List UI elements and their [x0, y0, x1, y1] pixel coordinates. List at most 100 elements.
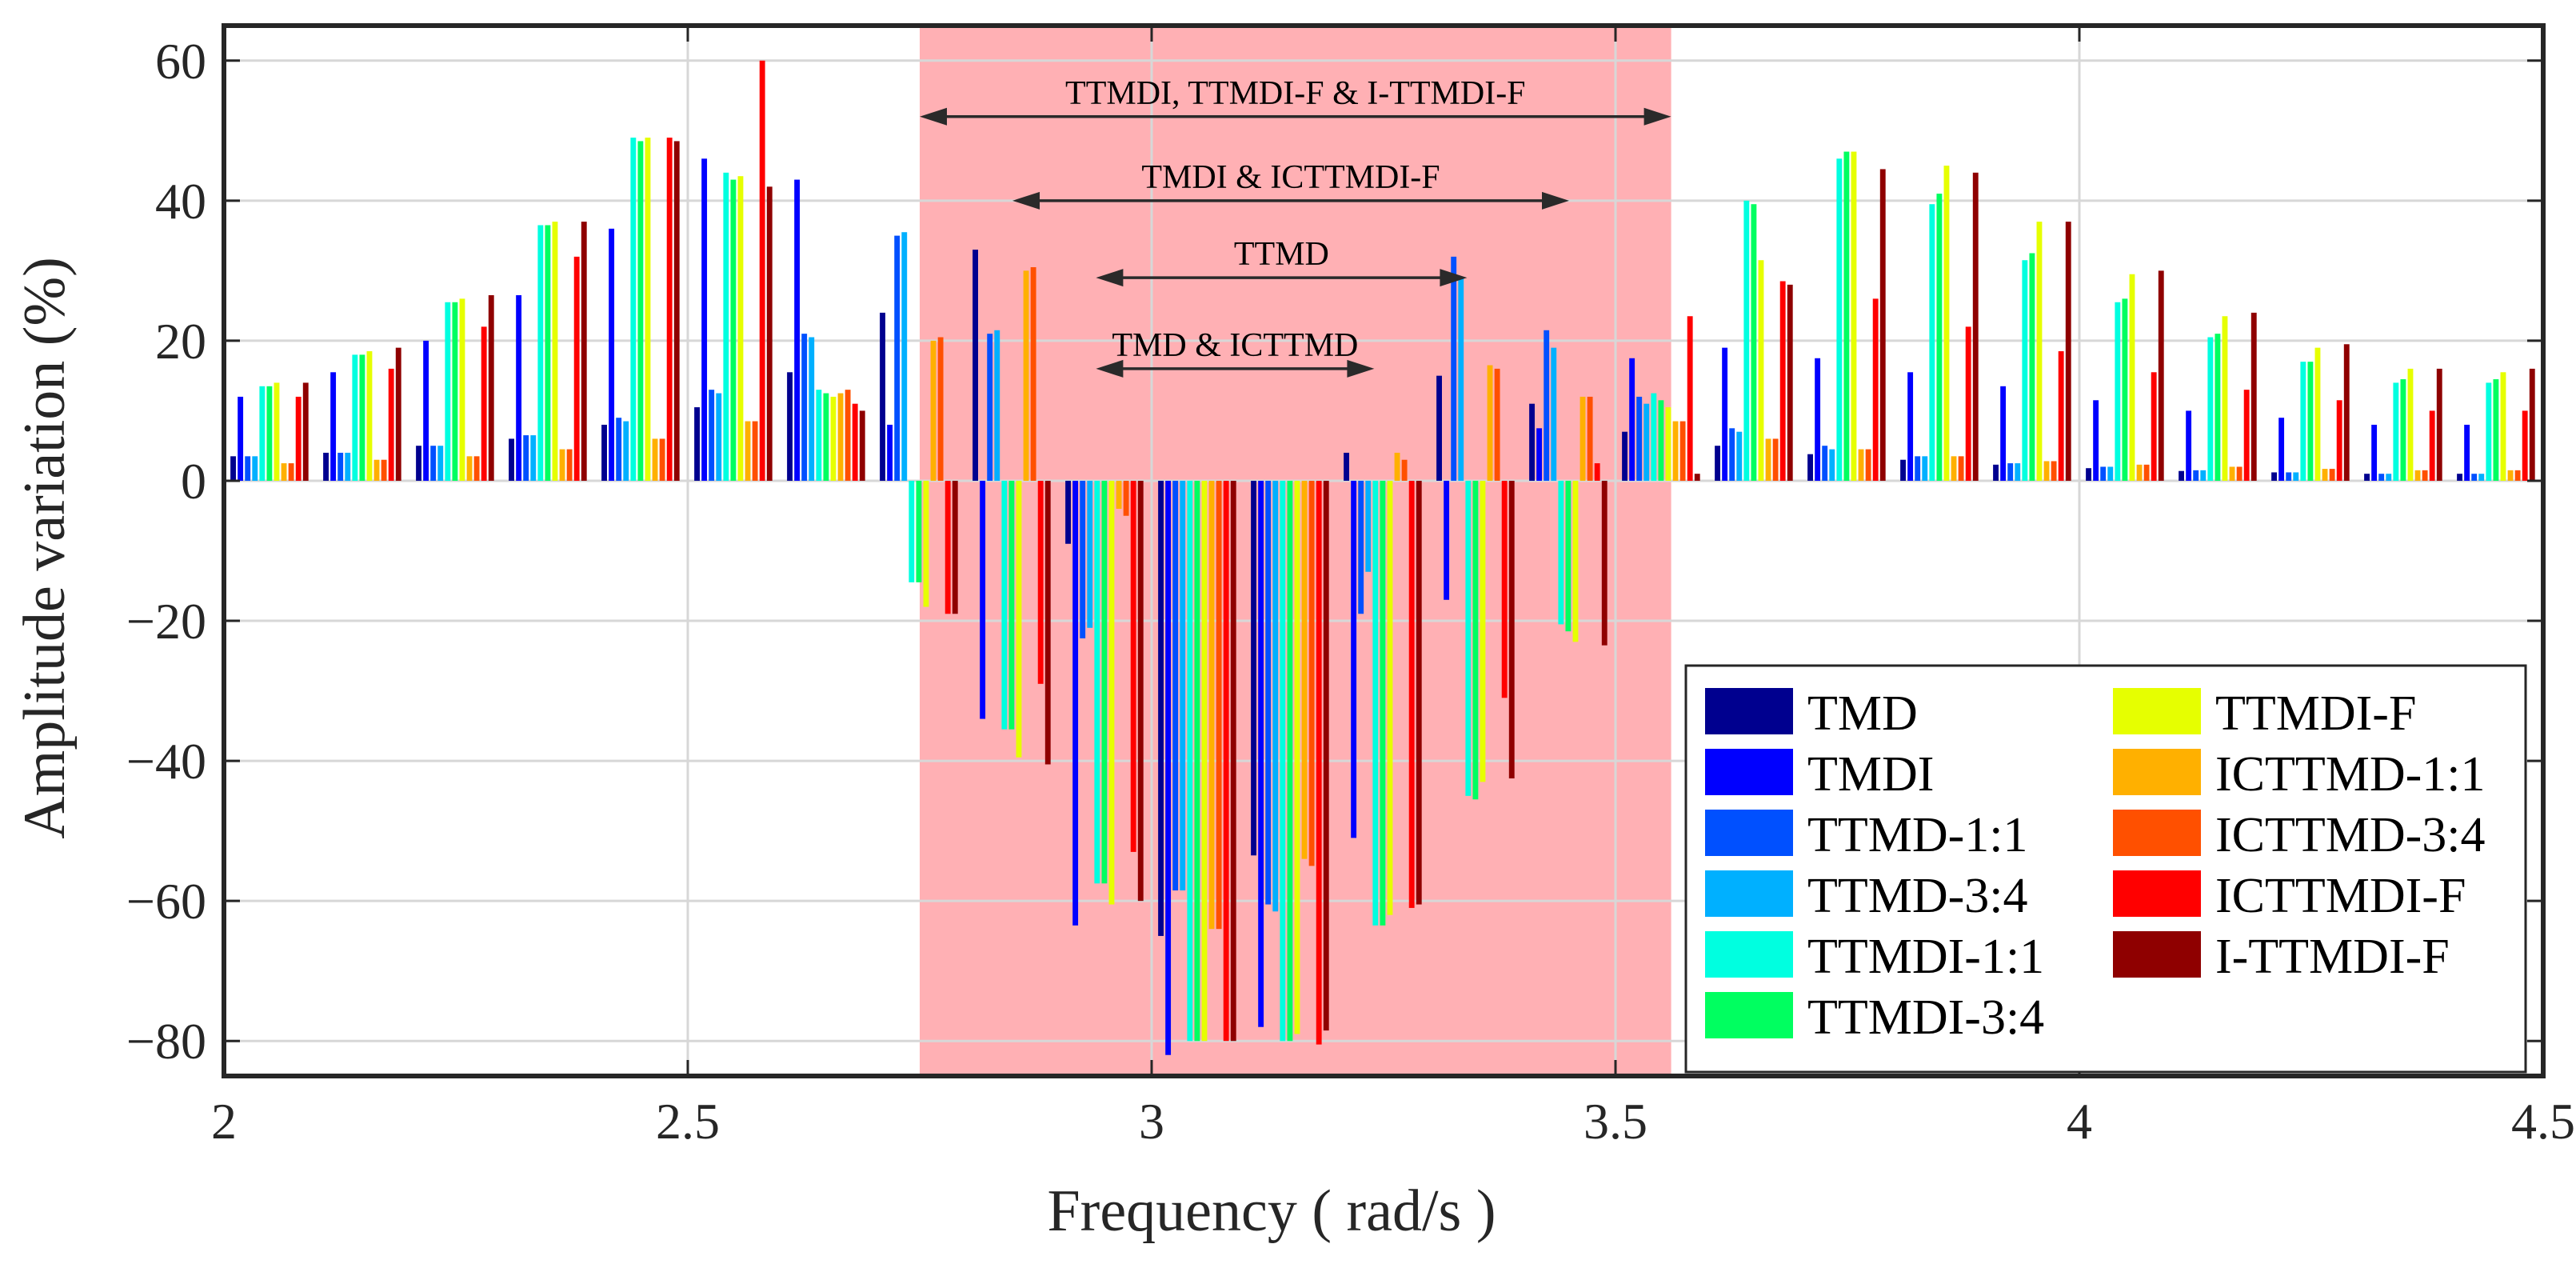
bar [1936, 194, 1943, 481]
arrowhead-right [1440, 269, 1468, 287]
bar [2022, 260, 2028, 481]
bar [1201, 480, 1208, 1042]
legend-box [1684, 664, 2527, 1074]
axes-frame [222, 23, 2546, 1078]
bar [1008, 480, 1015, 730]
bar [1094, 480, 1100, 884]
bar [1787, 284, 1793, 481]
bar [1472, 480, 1479, 800]
bar [1287, 480, 1293, 1042]
bar [666, 138, 673, 481]
y-tick-label: 40 [155, 173, 206, 230]
bar [2043, 461, 2050, 481]
bar [1529, 403, 1535, 481]
bar [952, 480, 958, 614]
bar [2429, 410, 2435, 481]
bar [2100, 466, 2107, 481]
bar [2529, 368, 2535, 481]
bar [1643, 403, 1650, 481]
bar [2514, 470, 2521, 481]
bar [381, 459, 387, 481]
annotation-label: TTMD [1234, 236, 1329, 273]
bar [2036, 222, 2043, 481]
bar [1501, 480, 1508, 698]
bar [2364, 474, 2370, 481]
bar [1487, 365, 1493, 481]
y-tick-label: 20 [155, 313, 206, 370]
bar [281, 463, 287, 481]
bar [1251, 480, 1256, 856]
bar [1751, 204, 1757, 481]
bar [252, 456, 258, 481]
legend-label: TTMDI-3:4 [1807, 990, 2044, 1045]
bar [2336, 400, 2342, 481]
bar [1679, 421, 1686, 481]
y-tick-label: 60 [155, 33, 206, 90]
bar [1822, 446, 1828, 481]
bar [980, 480, 986, 719]
bar [830, 396, 837, 481]
bar [1972, 172, 1979, 481]
bar [1280, 480, 1286, 1042]
bar [437, 446, 444, 481]
bar [466, 456, 473, 481]
bar [1558, 480, 1564, 625]
bar [1672, 421, 1679, 481]
bar [2186, 410, 2192, 481]
legend-label: TTMD-1:1 [1807, 808, 2028, 862]
bar [1258, 480, 1264, 1027]
bar [359, 354, 365, 481]
bar [759, 60, 765, 481]
bar [1465, 480, 1472, 796]
arrowhead-left [1096, 359, 1124, 378]
bar [1358, 480, 1364, 614]
bar [2436, 368, 2442, 481]
bar [694, 407, 700, 481]
bar [452, 302, 458, 481]
bar [930, 340, 937, 481]
bar [2115, 302, 2121, 481]
bar [909, 480, 915, 582]
y-axis-label: Amplitude variation (%) [12, 257, 78, 838]
bar [1843, 151, 1850, 481]
bar [1807, 454, 1813, 481]
bar [1294, 480, 1300, 1034]
bar [1387, 480, 1393, 915]
bar [809, 337, 815, 481]
arrowhead-right [1542, 191, 1569, 210]
bar [2414, 470, 2421, 481]
bar [1072, 480, 1079, 926]
legend-label: TMDI [1807, 747, 1934, 802]
x-axis-label: Frequency ( rad/s ) [1048, 1178, 1496, 1244]
bar [2464, 424, 2470, 481]
x-tick-label: 3.5 [1584, 1093, 1647, 1150]
bar [859, 410, 865, 481]
bar [337, 452, 344, 481]
bar [1765, 438, 1771, 481]
bar [1108, 480, 1115, 905]
bar [288, 463, 294, 481]
bar [2065, 222, 2071, 481]
bar [545, 225, 551, 481]
bar [2422, 470, 2428, 481]
bar [2015, 463, 2021, 481]
bar [1230, 480, 1236, 1042]
bar [1372, 480, 1379, 926]
bar [2215, 334, 2221, 481]
bar [1365, 480, 1372, 572]
bar [1494, 368, 1500, 481]
bar [794, 179, 801, 481]
bar [737, 176, 744, 481]
bar [1958, 456, 1964, 481]
bar [787, 372, 793, 481]
bar [1565, 480, 1572, 632]
bar [816, 390, 822, 481]
x-tick-label: 2 [211, 1093, 237, 1150]
x-tick-label: 4 [2067, 1093, 2092, 1150]
bar [1900, 459, 1906, 481]
bar [894, 235, 901, 481]
legend-label: TMD [1807, 686, 1918, 741]
bar [745, 421, 751, 481]
bar [1572, 480, 1579, 642]
bar [1929, 204, 1935, 481]
